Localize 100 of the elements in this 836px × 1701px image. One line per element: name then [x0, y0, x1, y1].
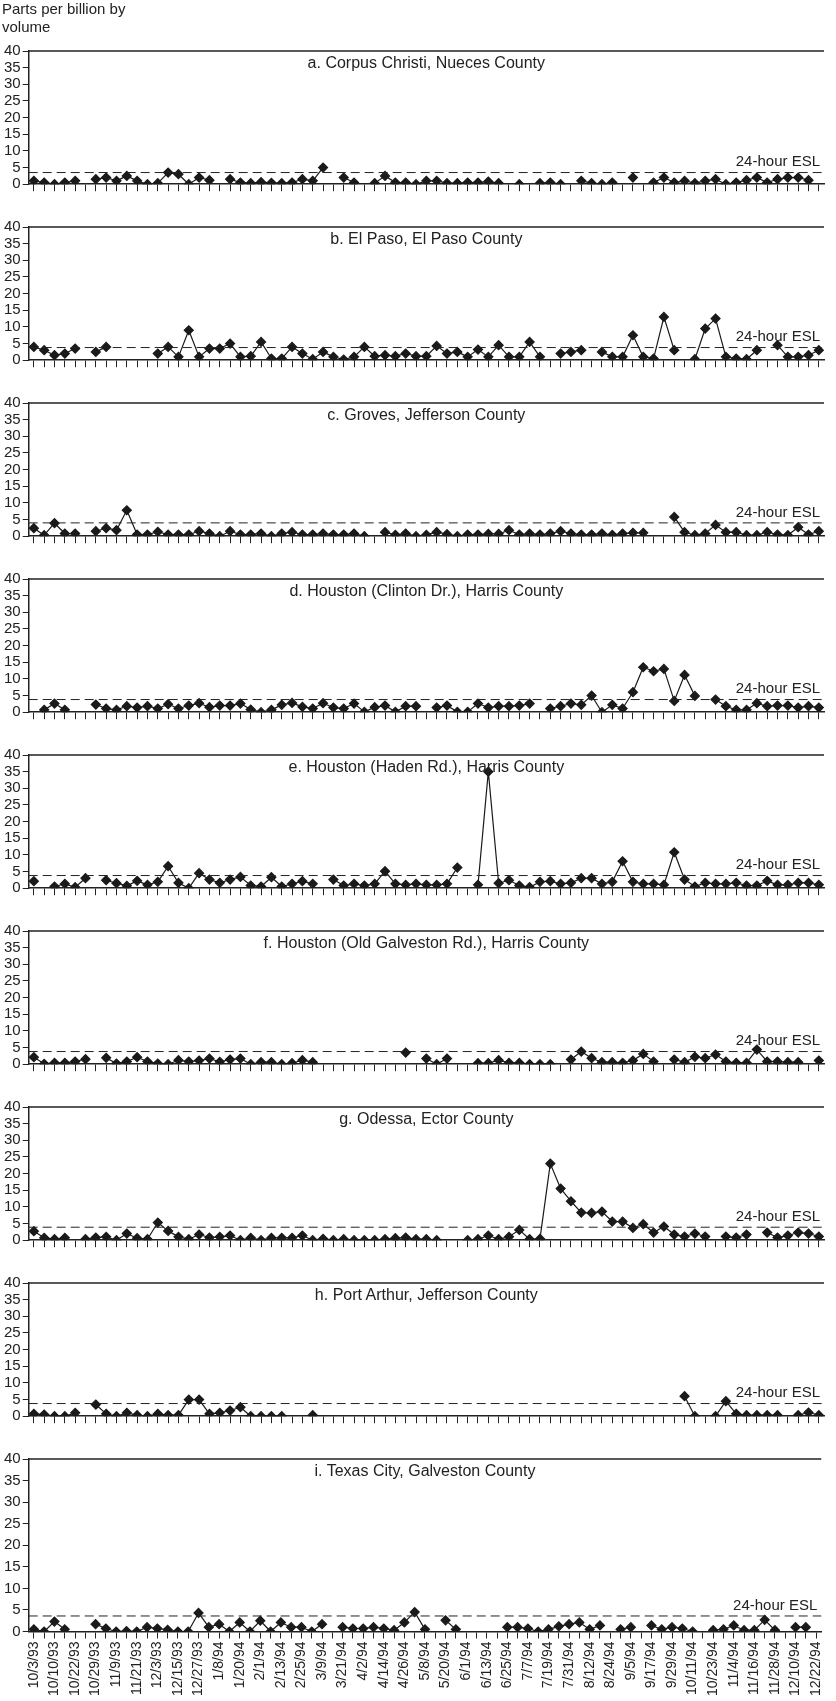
y-tick-label: 5 — [12, 157, 21, 175]
x-tick-label: 9/29/94 — [662, 1641, 679, 1689]
y-tick-label: 20 — [4, 1339, 21, 1357]
y-tick-label: 15 — [4, 1556, 21, 1574]
y-tick-label: 15 — [4, 124, 21, 142]
x-tick-label: 10/22/93 — [65, 1641, 82, 1696]
x-tick-label: 4/26/94 — [395, 1641, 412, 1689]
y-tick-label: 10 — [4, 141, 21, 159]
y-tick-label: 30 — [4, 602, 21, 620]
y-tick-label: 20 — [4, 1163, 21, 1181]
ref-line-label: 24-hour ESL — [733, 1595, 818, 1613]
x-tick-label: 4/2/94 — [354, 1641, 371, 1681]
y-tick-label: 30 — [4, 74, 21, 92]
y-tick-label: 35 — [4, 585, 21, 603]
chart-title: a. Corpus Christi, Nueces County — [307, 54, 546, 72]
ref-line-label: 24-hour ESL — [735, 152, 820, 170]
y-tick-label: 35 — [4, 57, 21, 75]
x-tick-label: 9/17/94 — [642, 1641, 659, 1689]
x-tick-label: 2/25/94 — [292, 1641, 309, 1689]
x-tick-label: 6/25/94 — [498, 1641, 515, 1689]
y-tick-label: 20 — [4, 635, 21, 653]
x-tick-label: 11/16/94 — [745, 1641, 762, 1695]
y-tick-label: 20 — [4, 811, 21, 829]
x-tick-label: 12/10/94 — [786, 1641, 803, 1696]
y-tick-label: 25 — [4, 1513, 21, 1531]
y-tick-label: 5 — [12, 1389, 21, 1407]
y-tick-label: 30 — [4, 1492, 21, 1510]
chart-title: i. Texas City, Galveston County — [314, 1462, 536, 1480]
y-tick-label: 15 — [4, 652, 21, 670]
y-tick-label: 5 — [12, 685, 21, 703]
x-tick-label: 9/5/94 — [621, 1641, 638, 1681]
y-tick-label: 30 — [4, 1306, 21, 1324]
y-tick-label: 35 — [4, 1470, 21, 1488]
y-tick-label: 10 — [4, 1021, 21, 1039]
y-tick-label: 30 — [4, 1130, 21, 1148]
y-tick-label: 40 — [4, 569, 21, 587]
y-tick-label: 5 — [12, 333, 21, 351]
y-tick-label: 10 — [4, 845, 21, 863]
chart-title: g. Odessa, Ector County — [339, 1110, 514, 1128]
y-tick-label: 15 — [4, 300, 21, 318]
y-tick-label: 40 — [4, 1449, 21, 1467]
x-tick-label: 5/20/94 — [436, 1641, 453, 1689]
y-tick-label: 40 — [4, 217, 21, 235]
x-tick-label: 11/4/94 — [724, 1641, 741, 1688]
y-tick-label: 30 — [4, 250, 21, 268]
chart-title: c. Groves, Jefferson County — [327, 406, 526, 424]
ref-line-label: 24-hour ESL — [735, 502, 820, 520]
y-tick-label: 10 — [4, 1197, 21, 1215]
y-tick-label: 0 — [12, 878, 21, 896]
y-tick-label: 40 — [4, 41, 21, 59]
x-tick-label: 2/13/94 — [271, 1641, 288, 1689]
y-tick-label: 30 — [4, 426, 21, 444]
y-tick-label: 40 — [4, 921, 21, 939]
y-tick-label: 25 — [4, 443, 21, 461]
x-tick-label: 10/23/94 — [704, 1641, 721, 1696]
y-tick-label: 35 — [4, 761, 21, 779]
x-tick-label: 11/21/93 — [127, 1641, 144, 1695]
y-tick-label: 35 — [4, 937, 21, 955]
ref-line-label: 24-hour ESL — [735, 327, 820, 345]
y-tick-label: 40 — [4, 393, 21, 411]
chart-title: b. El Paso, El Paso County — [330, 230, 523, 248]
y-tick-label: 25 — [4, 971, 21, 989]
x-tick-label: 8/24/94 — [601, 1641, 618, 1689]
x-tick-label: 1/8/94 — [209, 1641, 226, 1681]
chart-title: e. Houston (Haden Rd.), Harris County — [288, 758, 565, 776]
x-tick-label: 10/10/93 — [45, 1641, 62, 1696]
x-tick-label: 6/1/94 — [457, 1641, 474, 1681]
x-tick-label: 12/22/94 — [806, 1641, 823, 1696]
x-tick-label: 12/3/93 — [148, 1641, 165, 1689]
x-tick-label: 8/12/94 — [580, 1641, 597, 1689]
ref-line-label: 24-hour ESL — [735, 855, 820, 873]
x-tick-label: 12/15/93 — [168, 1641, 185, 1696]
y-tick-label: 40 — [4, 745, 21, 763]
y-tick-label: 20 — [4, 283, 21, 301]
x-tick-label: 6/13/94 — [477, 1641, 494, 1689]
chart-title: h. Port Arthur, Jefferson County — [314, 1286, 538, 1304]
y-tick-label: 10 — [4, 1373, 21, 1391]
x-tick-label: 5/8/94 — [415, 1641, 432, 1681]
y-tick-label: 30 — [4, 954, 21, 972]
x-tick-label: 10/29/93 — [86, 1641, 103, 1696]
y-tick-label: 40 — [4, 1097, 21, 1115]
y-tick-label: 10 — [4, 317, 21, 335]
y-tick-label: 25 — [4, 267, 21, 285]
ref-line-label: 24-hour ESL — [735, 1383, 820, 1401]
x-tick-label: 7/31/94 — [559, 1641, 576, 1689]
y-tick-label: 0 — [12, 350, 21, 368]
x-tick-label: 3/21/94 — [333, 1641, 350, 1689]
y-tick-label: 25 — [4, 619, 21, 637]
y-tick-label: 0 — [12, 526, 21, 544]
x-tick-label: 7/7/94 — [518, 1641, 535, 1681]
y-tick-label: 0 — [12, 1230, 21, 1248]
y-tick-label: 30 — [4, 778, 21, 796]
x-tick-label: 11/9/93 — [107, 1641, 124, 1688]
y-tick-label: 20 — [4, 987, 21, 1005]
x-tick-label: 4/14/94 — [374, 1641, 391, 1689]
y-tick-label: 5 — [12, 1213, 21, 1231]
y-tick-label: 5 — [12, 1037, 21, 1055]
x-tick-label: 3/9/94 — [312, 1641, 329, 1681]
y-tick-label: 25 — [4, 1147, 21, 1165]
y-tick-label: 0 — [12, 1406, 21, 1424]
